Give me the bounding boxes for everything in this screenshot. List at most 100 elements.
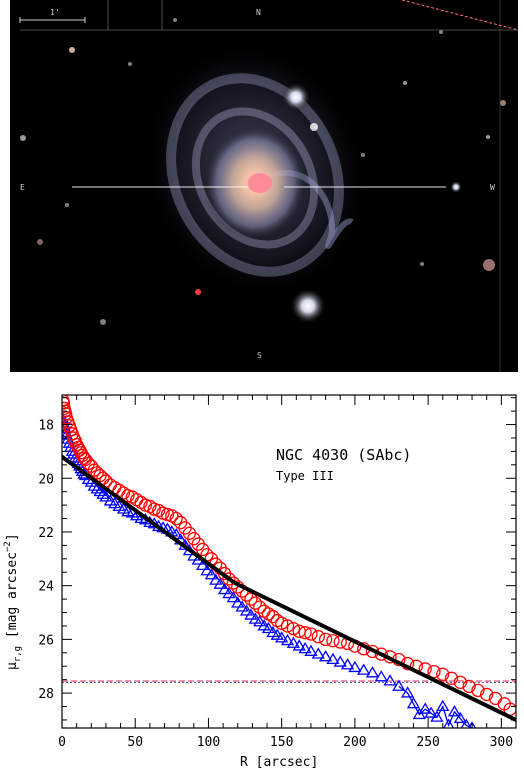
g-band-point <box>62 432 75 444</box>
g-band-point <box>424 706 438 718</box>
r-band-point <box>280 619 295 633</box>
marker-bottom: S <box>257 351 262 360</box>
g-band-point <box>443 718 455 728</box>
g-band-point <box>90 482 104 494</box>
y-axis-label-unit: [mag arcsec <box>5 552 20 638</box>
g-band-point <box>460 718 472 728</box>
r-band-point <box>244 592 258 606</box>
r-band-point <box>169 511 183 526</box>
g-band-point <box>311 647 325 659</box>
y-tick-label: 20 <box>38 472 54 487</box>
y-axis-label-close: ] <box>5 533 20 541</box>
g-band-point <box>222 586 236 599</box>
y-axis-label-exponent: −2 <box>3 541 13 552</box>
r-band-point <box>436 667 450 681</box>
g-band-point <box>213 577 227 589</box>
galaxy <box>142 42 368 298</box>
r-band-point <box>62 396 71 410</box>
x-tick-label: 150 <box>270 735 293 750</box>
profile-plot-panel: 0 50 100 150 200 250 300 18 20 22 24 26 28 NGC 4030 … <box>0 380 524 771</box>
axis-ticks <box>62 395 516 728</box>
g-band-point <box>239 604 254 616</box>
r-band-point <box>444 671 459 685</box>
g-band-point <box>231 596 245 608</box>
g-band-point <box>62 436 76 448</box>
g-band-point <box>392 679 406 691</box>
g-band-point <box>286 636 301 648</box>
g-band-point <box>253 615 267 627</box>
r-band-point <box>248 596 262 610</box>
r-band-point <box>326 634 340 648</box>
g-band-point <box>383 674 397 686</box>
g-band-point <box>340 658 355 670</box>
g-band-point <box>357 663 371 675</box>
r-band-point <box>480 687 494 702</box>
x-tick-label: 250 <box>416 735 439 750</box>
g-band-point <box>261 621 276 634</box>
x-tick-label: 100 <box>197 735 220 750</box>
fit-segment-2 <box>232 580 516 722</box>
r-band-point <box>471 683 485 698</box>
x-axis-label: R [arcsec] <box>240 755 318 770</box>
g-band-point <box>217 582 232 595</box>
y-tick-label: 18 <box>38 419 54 434</box>
r-band-point <box>298 626 312 640</box>
r-band-point <box>253 600 267 614</box>
r-band-point <box>318 632 333 647</box>
y-axis-label-symbol: μ <box>5 662 20 670</box>
g-band-point <box>195 558 210 571</box>
g-band-point <box>99 490 113 502</box>
svg-text:μr,g [mag arcsec−2]: μr,g [mag arcsec−2] <box>3 533 23 670</box>
r-band-point <box>222 572 236 586</box>
foreground-stars <box>20 18 506 325</box>
g-band-point <box>275 631 289 643</box>
g-band-point <box>87 479 101 491</box>
y-tick-label: 28 <box>38 687 54 702</box>
g-band-point <box>418 702 432 714</box>
r-band-point <box>453 675 467 689</box>
x-tick-label: 300 <box>490 735 513 750</box>
galaxy-image-panel: 1' N E W S <box>10 0 518 372</box>
y-tick-label: 26 <box>38 633 54 648</box>
plot-frame <box>61 394 517 729</box>
r-band-point <box>62 395 70 408</box>
y-axis-label-subscript: r,g <box>13 646 23 662</box>
g-band-point <box>447 705 462 717</box>
r-band-point <box>266 609 280 624</box>
g-band-point <box>298 641 312 654</box>
r-band-point <box>374 647 388 661</box>
g-band-point <box>412 707 426 720</box>
x-tick-label: 50 <box>127 735 143 750</box>
y-tick-label: 24 <box>38 580 54 595</box>
g-band-trace <box>398 685 473 728</box>
g-band-point <box>292 639 306 651</box>
g-band-point <box>374 670 388 682</box>
g-band-point <box>348 660 362 673</box>
object-label: NGC 4030 (SAbc) <box>276 446 411 464</box>
g-band-point <box>430 710 444 722</box>
g-band-point <box>209 573 223 585</box>
g-band-point <box>204 568 219 580</box>
g-band-point <box>304 644 318 656</box>
y-tick-label: 22 <box>38 526 54 541</box>
scale-bar-label: 1' <box>50 8 60 17</box>
g-band-point <box>406 697 421 709</box>
r-band-point <box>286 621 301 636</box>
r-band-point <box>304 627 318 641</box>
image-annotations: 1' N E W S <box>20 8 495 360</box>
g-band-point <box>200 564 214 576</box>
g-band-point <box>226 590 240 603</box>
g-band-point <box>365 666 380 678</box>
compass-north: N <box>256 8 261 17</box>
r-band-point <box>427 664 441 679</box>
g-band-point <box>244 608 258 620</box>
r-band-point <box>275 616 289 630</box>
g-band-point <box>436 699 450 712</box>
marker-left: E <box>20 183 25 192</box>
g-band-point <box>326 652 340 665</box>
g-band-point <box>400 686 415 698</box>
r-band-point <box>165 509 179 523</box>
g-band-point <box>453 711 467 724</box>
overlay-lines <box>19 0 518 372</box>
